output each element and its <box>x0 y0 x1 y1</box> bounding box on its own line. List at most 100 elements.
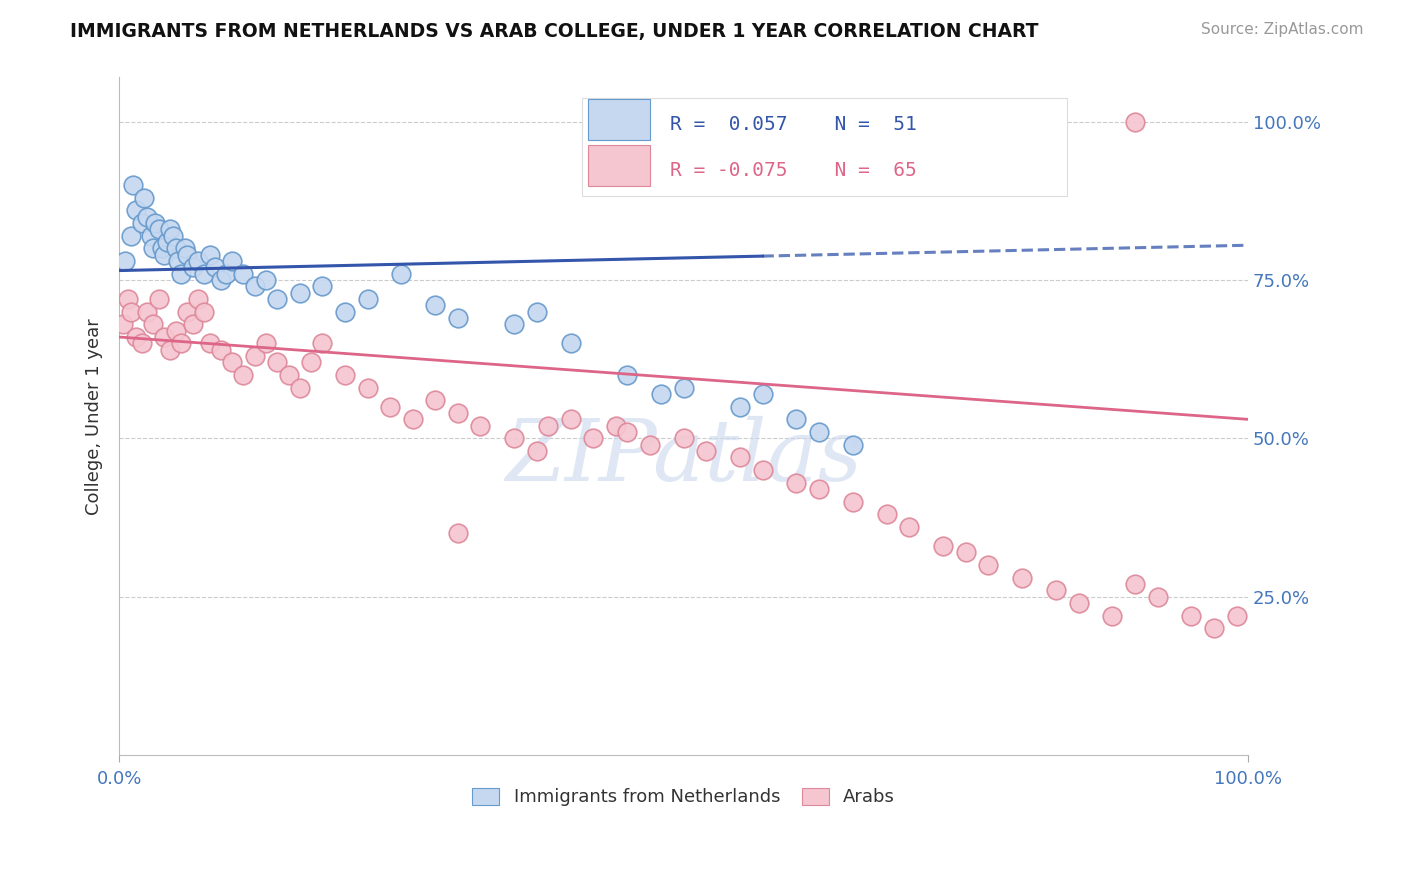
Point <box>181 318 204 332</box>
Point <box>125 330 148 344</box>
Point <box>378 400 401 414</box>
Point <box>1123 115 1146 129</box>
Point <box>254 336 277 351</box>
Text: R = -0.075    N =  65: R = -0.075 N = 65 <box>671 161 917 180</box>
Point <box>537 418 560 433</box>
Point <box>170 267 193 281</box>
Point <box>136 210 159 224</box>
Point <box>425 298 447 312</box>
Point <box>616 368 638 382</box>
Point <box>153 330 176 344</box>
Text: ZIPatlas: ZIPatlas <box>505 416 862 498</box>
Point <box>131 216 153 230</box>
Point <box>142 318 165 332</box>
Point <box>311 336 333 351</box>
Point <box>751 463 773 477</box>
Point <box>193 304 215 318</box>
Point <box>159 222 181 236</box>
Point <box>187 254 209 268</box>
Point <box>842 438 865 452</box>
Point <box>447 406 470 420</box>
Point <box>266 355 288 369</box>
Point <box>605 418 627 433</box>
Point <box>176 304 198 318</box>
FancyBboxPatch shape <box>588 145 650 186</box>
Point <box>1202 621 1225 635</box>
Point <box>198 336 221 351</box>
Point <box>125 203 148 218</box>
Point <box>1045 583 1067 598</box>
Point <box>560 336 582 351</box>
Point <box>221 254 243 268</box>
Point <box>391 267 413 281</box>
Point <box>728 400 751 414</box>
Point <box>447 311 470 326</box>
Point <box>785 412 807 426</box>
Point <box>898 520 921 534</box>
Point <box>650 387 672 401</box>
Point <box>266 292 288 306</box>
Point <box>955 545 977 559</box>
Point <box>288 285 311 300</box>
Point <box>1123 577 1146 591</box>
Point <box>582 431 605 445</box>
FancyBboxPatch shape <box>582 98 1067 196</box>
Point <box>333 304 356 318</box>
Point <box>356 292 378 306</box>
Point <box>120 228 142 243</box>
Point <box>1067 596 1090 610</box>
Point <box>977 558 1000 572</box>
Point <box>111 318 134 332</box>
Point <box>503 318 526 332</box>
Point <box>526 304 548 318</box>
Text: R =  0.057    N =  51: R = 0.057 N = 51 <box>671 115 917 135</box>
Point <box>232 368 254 382</box>
Point <box>181 260 204 275</box>
Point <box>616 425 638 439</box>
Point <box>187 292 209 306</box>
Point <box>167 254 190 268</box>
Point <box>114 254 136 268</box>
Point <box>299 355 322 369</box>
Point <box>560 412 582 426</box>
Point <box>425 393 447 408</box>
Point <box>209 343 232 357</box>
Point <box>695 444 717 458</box>
Point <box>170 336 193 351</box>
Point <box>173 241 195 255</box>
Point <box>1101 608 1123 623</box>
Text: Source: ZipAtlas.com: Source: ZipAtlas.com <box>1201 22 1364 37</box>
Point <box>193 267 215 281</box>
Point <box>356 381 378 395</box>
Point <box>232 267 254 281</box>
Point <box>121 178 143 192</box>
Point <box>1180 608 1202 623</box>
Point <box>162 228 184 243</box>
Point <box>288 381 311 395</box>
Point <box>156 235 179 249</box>
Point <box>243 349 266 363</box>
Point <box>470 418 492 433</box>
Point <box>243 279 266 293</box>
Point <box>842 494 865 508</box>
Point <box>153 248 176 262</box>
Point <box>1011 571 1033 585</box>
Point <box>221 355 243 369</box>
Point <box>876 508 898 522</box>
Point <box>139 228 162 243</box>
Point <box>1225 608 1247 623</box>
Point <box>311 279 333 293</box>
Point <box>254 273 277 287</box>
Point <box>807 482 830 496</box>
Point <box>148 222 170 236</box>
Point <box>277 368 299 382</box>
Point <box>672 381 695 395</box>
Point <box>165 324 187 338</box>
Y-axis label: College, Under 1 year: College, Under 1 year <box>86 318 103 515</box>
Point <box>142 241 165 255</box>
Point <box>132 191 155 205</box>
Point <box>751 387 773 401</box>
Point <box>402 412 425 426</box>
Point <box>165 241 187 255</box>
Point <box>215 267 238 281</box>
